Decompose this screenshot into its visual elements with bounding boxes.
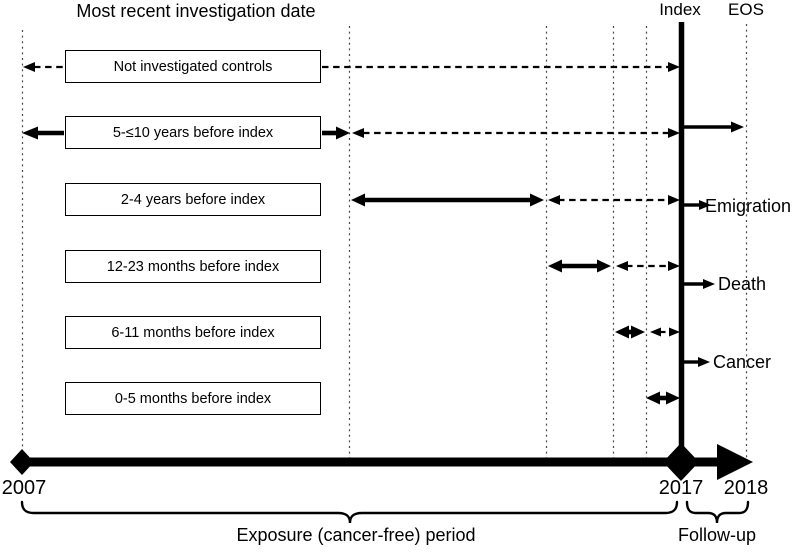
arrowhead: [646, 391, 660, 405]
death-arrow: [684, 279, 715, 289]
arrowhead: [731, 121, 744, 133]
box-not-investigated-controls: Not investigated controls: [65, 50, 321, 83]
death-label: Death: [718, 274, 767, 294]
exposure-period-brace: [20, 500, 679, 524]
followup-period-label: Follow-up: [677, 525, 757, 545]
arrowhead: [666, 391, 680, 405]
year-eos-label: 2018: [723, 477, 769, 499]
eos-label: EOS: [728, 0, 764, 19]
arrowhead: [352, 128, 364, 138]
box-label: 0-5 months before index: [114, 390, 272, 407]
arrowhead: [22, 126, 38, 140]
year-start-label: 2007: [1, 477, 47, 499]
box-label: 5-≤10 years before index: [112, 124, 274, 141]
row-1-arrows: [23, 62, 680, 72]
arrowhead: [668, 195, 680, 205]
followup-period-brace: [685, 500, 750, 524]
arrowhead: [699, 200, 711, 210]
row-3-arrows: [351, 193, 680, 207]
arrowhead: [530, 193, 544, 207]
arrowhead: [616, 261, 628, 271]
exposure-period-label: Exposure (cancer-free) period: [236, 525, 476, 545]
cancer-label: Cancer: [713, 352, 772, 372]
diagram-title: Most recent investigation date: [76, 1, 316, 21]
row-4-arrows: [548, 259, 680, 273]
timeline-start-diamond: [10, 449, 34, 475]
arrowhead: [615, 325, 629, 339]
arrowhead: [631, 325, 645, 339]
index-label: Index: [659, 0, 701, 19]
box-label: Not investigated controls: [113, 58, 273, 75]
timeline-end-arrowhead: [717, 444, 753, 480]
arrowhead: [668, 261, 680, 271]
arrowhead: [650, 327, 661, 337]
row-2-arrows: [22, 121, 744, 140]
arrowhead: [668, 62, 680, 72]
timeline-axis: [10, 443, 753, 481]
arrowhead: [669, 327, 680, 337]
row-6-arrows: [646, 391, 680, 405]
emigration-arrow: [684, 200, 711, 210]
arrowhead: [336, 126, 350, 140]
box-5-10-years: 5-≤10 years before index: [65, 116, 321, 149]
box-6-11-months: 6-11 months before index: [65, 316, 321, 349]
box-label: 2-4 years before index: [120, 191, 266, 208]
timeline-index-diamond: [663, 443, 699, 481]
box-0-5-months: 0-5 months before index: [65, 382, 321, 415]
box-label: 12-23 months before index: [106, 258, 280, 275]
arrowhead: [703, 279, 715, 289]
emigration-label: Emigration: [705, 196, 792, 216]
box-label: 6-11 months before index: [111, 324, 275, 341]
arrowhead: [351, 193, 365, 207]
arrowhead: [597, 259, 611, 273]
row-5-arrows: [615, 325, 680, 339]
box-2-4-years: 2-4 years before index: [65, 183, 321, 216]
arrowhead: [23, 62, 35, 72]
cancer-arrow: [684, 357, 710, 367]
year-index-label: 2017: [658, 477, 704, 499]
arrowhead: [548, 195, 560, 205]
arrowhead: [668, 128, 680, 138]
arrowhead: [698, 357, 710, 367]
box-12-23-months: 12-23 months before index: [65, 250, 321, 283]
arrowhead: [548, 259, 562, 273]
